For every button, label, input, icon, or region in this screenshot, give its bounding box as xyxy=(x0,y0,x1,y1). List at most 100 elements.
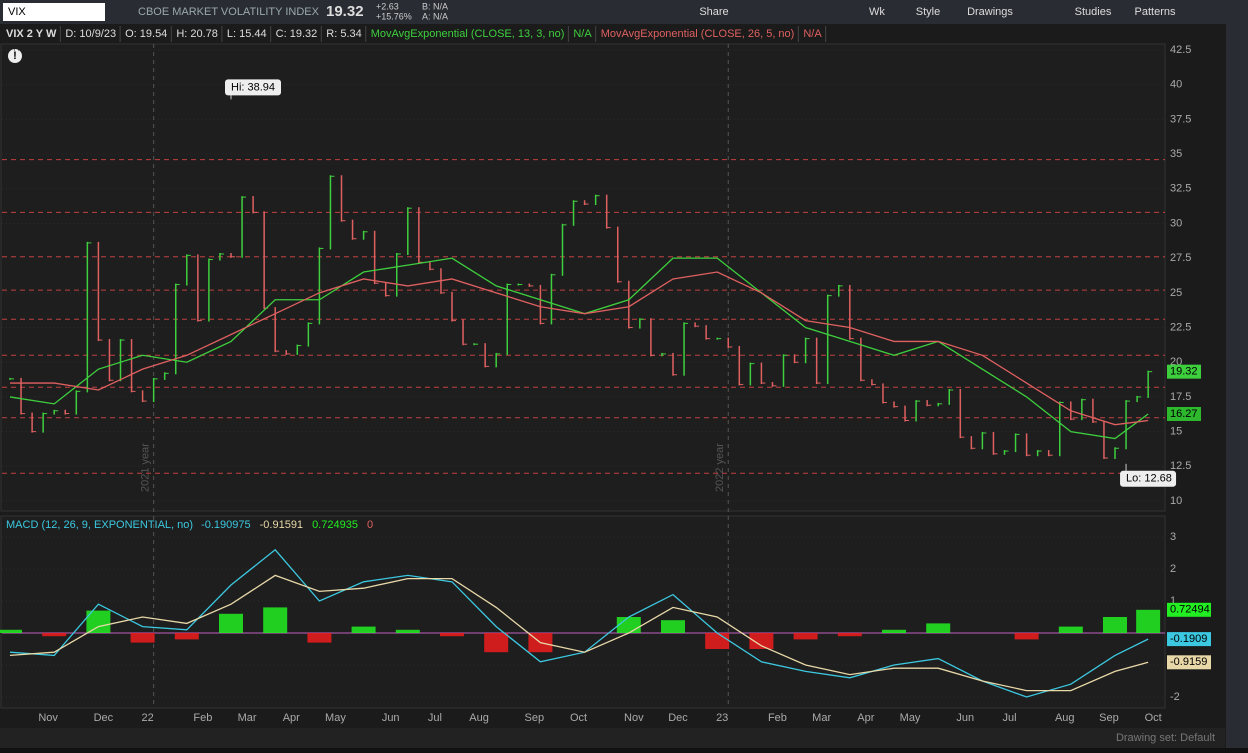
x-tick-label: Sep xyxy=(1099,712,1119,724)
description: CBOE MARKET VOLATILITY INDEX xyxy=(138,6,320,18)
footer-bar xyxy=(0,728,1225,748)
histogram-bar xyxy=(86,610,111,633)
price-badge-label: 16.27 xyxy=(1170,408,1198,420)
info-item: N/A xyxy=(803,28,822,40)
alert-mark: ! xyxy=(13,50,17,62)
x-tick-label: Feb xyxy=(768,712,787,724)
histogram-bar xyxy=(793,633,818,640)
info-item: D: 10/9/23 xyxy=(65,28,116,40)
change-pct: +15.76% xyxy=(376,11,412,21)
histogram-bar xyxy=(1103,617,1127,633)
macd-badge xyxy=(1167,655,1211,670)
histogram-bar xyxy=(1014,633,1039,640)
histogram-bar xyxy=(616,617,641,633)
x-tick-label: Aug xyxy=(1055,712,1075,724)
toolbar-buttons: Share Wk Style Drawings Studies Patterns xyxy=(699,6,1176,18)
macd-badge-label: 0.72494 xyxy=(1170,604,1210,616)
y-tick-label: 42.5 xyxy=(1170,44,1191,56)
x-tick-label: Aug xyxy=(469,712,489,724)
x-tick-label: Jun xyxy=(382,712,400,724)
x-tick-label: Sep xyxy=(525,712,545,724)
year-label: 2021 year xyxy=(140,443,152,492)
histogram-bar xyxy=(219,613,243,633)
histogram-bar xyxy=(926,623,951,633)
histogram-bar xyxy=(395,629,420,633)
macd-badge-label: -0.9159 xyxy=(1170,656,1207,668)
macd-legend: -0.91591 xyxy=(260,519,303,531)
x-tick-label: May xyxy=(325,712,346,724)
x-tick-label: Apr xyxy=(283,712,300,724)
x-tick-label: Mar xyxy=(812,712,831,724)
histogram-bar xyxy=(1136,609,1161,633)
x-tick-label: Nov xyxy=(38,712,58,724)
info-item: VIX 2 Y W xyxy=(6,28,57,40)
ema-line xyxy=(10,271,1149,426)
histogram-bar xyxy=(307,633,332,643)
histogram-bar xyxy=(882,629,906,633)
drawing-set: Drawing set: Default xyxy=(1116,732,1215,744)
toolbar-button[interactable]: Style xyxy=(916,6,940,18)
x-tick-label: Nov xyxy=(624,712,644,724)
macd-badge xyxy=(1167,632,1211,647)
histogram-bar xyxy=(174,633,199,640)
y-tick-label: 1 xyxy=(1170,595,1176,607)
macd-panel xyxy=(0,515,1166,709)
callout-label: Lo: 12.68 xyxy=(1126,473,1172,485)
y-tick-label: 10 xyxy=(1170,495,1182,507)
toolbar-button[interactable]: Drawings xyxy=(967,6,1013,18)
year-label: 2022 year xyxy=(714,443,726,492)
x-tick-label: May xyxy=(900,712,921,724)
macd-legend: -0.190975 xyxy=(201,519,251,531)
alert-icon[interactable] xyxy=(8,49,22,63)
callout-box xyxy=(225,79,281,96)
callout-box xyxy=(1120,470,1177,487)
info-item: N/A xyxy=(573,28,592,40)
x-tick-label: 23 xyxy=(716,712,728,724)
macd-badge-label: -0.1909 xyxy=(1170,633,1207,645)
symbol-box[interactable] xyxy=(3,3,105,21)
x-tick-label: Apr xyxy=(857,712,874,724)
info-item: H: 20.78 xyxy=(176,28,218,40)
histogram-bar xyxy=(705,633,730,649)
histogram-bar xyxy=(661,620,685,633)
y-tick-label: 37.5 xyxy=(1170,113,1191,125)
histogram-bar xyxy=(440,633,464,637)
price-badge xyxy=(1167,406,1201,421)
sidebar xyxy=(1226,24,1248,748)
toolbar-button[interactable]: Wk xyxy=(869,6,885,18)
y-tick-label: 22.5 xyxy=(1170,321,1191,333)
callout-label: Hi: 38.94 xyxy=(231,81,275,93)
bid: B: N/A xyxy=(422,1,448,11)
y-tick-label: 15 xyxy=(1170,426,1182,438)
x-tick-label: Oct xyxy=(570,712,587,724)
toolbar-button[interactable]: Share xyxy=(699,6,728,18)
last: 19.32 xyxy=(326,3,364,20)
histogram-bar xyxy=(130,633,155,643)
histogram-bar xyxy=(0,629,22,633)
info-items: VIX 2 Y W D: 10/9/23 O: 19.54 H: 20.78 L: 15… xyxy=(6,26,827,42)
y-tick-label: 30 xyxy=(1170,217,1182,229)
price-badge-label: 19.32 xyxy=(1170,366,1198,378)
y-tick-label: 3 xyxy=(1170,531,1176,543)
y-tick-label: 12.5 xyxy=(1170,460,1191,472)
histogram-bar xyxy=(1058,626,1083,633)
histogram-bar xyxy=(749,633,774,649)
histogram-bar xyxy=(351,626,376,633)
macd-badge xyxy=(1167,602,1211,617)
info-item: O: 19.54 xyxy=(125,28,167,40)
x-tick-label: Oct xyxy=(1145,712,1162,724)
price-panel xyxy=(0,43,1166,512)
y-tick-label: 2 xyxy=(1170,563,1176,575)
macd-title: MACD (12, 26, 9, EXPONENTIAL, no) xyxy=(6,519,193,531)
info-item: C: 19.32 xyxy=(276,28,318,40)
y-tick-label: 25 xyxy=(1170,287,1182,299)
histogram-bar xyxy=(837,633,862,637)
toolbar-button[interactable]: Studies xyxy=(1075,6,1112,18)
x-tick-label: Feb xyxy=(193,712,212,724)
y-tick-label: 32.5 xyxy=(1170,183,1191,195)
toolbar-button[interactable]: Patterns xyxy=(1135,6,1176,18)
y-tick-label: 40 xyxy=(1170,79,1182,91)
x-tick-label: Jul xyxy=(428,712,442,724)
info-bar xyxy=(0,24,1225,44)
